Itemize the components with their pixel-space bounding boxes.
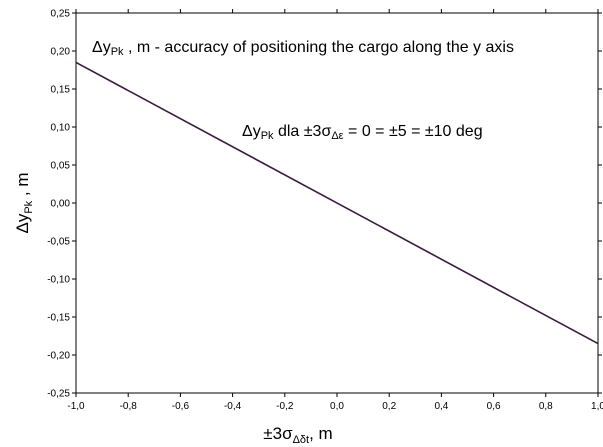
x-tick-label: 0,2	[382, 401, 396, 412]
x-tick-label: 1,0	[591, 401, 603, 412]
x-tick-label: 0,8	[539, 401, 553, 412]
y-tick-label: 0,25	[51, 9, 71, 20]
y-tick-label: 0,00	[51, 199, 71, 210]
x-tick-label: -0,4	[224, 401, 242, 412]
y-tick-label: 0,20	[51, 47, 71, 58]
x-tick-label: -1,0	[67, 401, 85, 412]
annotation-mid: ΔyPk dla ±3σΔε = 0 = ±5 = ±10 deg	[242, 123, 483, 142]
y-tick-label: -0,25	[47, 389, 70, 400]
x-tick-label: -0,6	[172, 401, 190, 412]
y-tick-label: 0,15	[51, 85, 71, 96]
y-tick-label: -0,05	[47, 237, 70, 248]
x-tick-label: 0,4	[434, 401, 448, 412]
y-tick-label: -0,10	[47, 275, 70, 286]
annotation-top: ΔyPk , m - accuracy of positioning the c…	[92, 39, 514, 58]
y-tick-label: 0,05	[51, 161, 71, 172]
x-tick-label: 0,0	[330, 401, 344, 412]
y-tick-label: -0,15	[47, 313, 70, 324]
x-tick-label: -0,8	[120, 401, 138, 412]
x-tick-label: -0,2	[276, 401, 294, 412]
x-tick-label: 0,6	[487, 401, 501, 412]
y-tick-label: 0,10	[51, 123, 71, 134]
y-tick-label: -0,20	[47, 351, 70, 362]
